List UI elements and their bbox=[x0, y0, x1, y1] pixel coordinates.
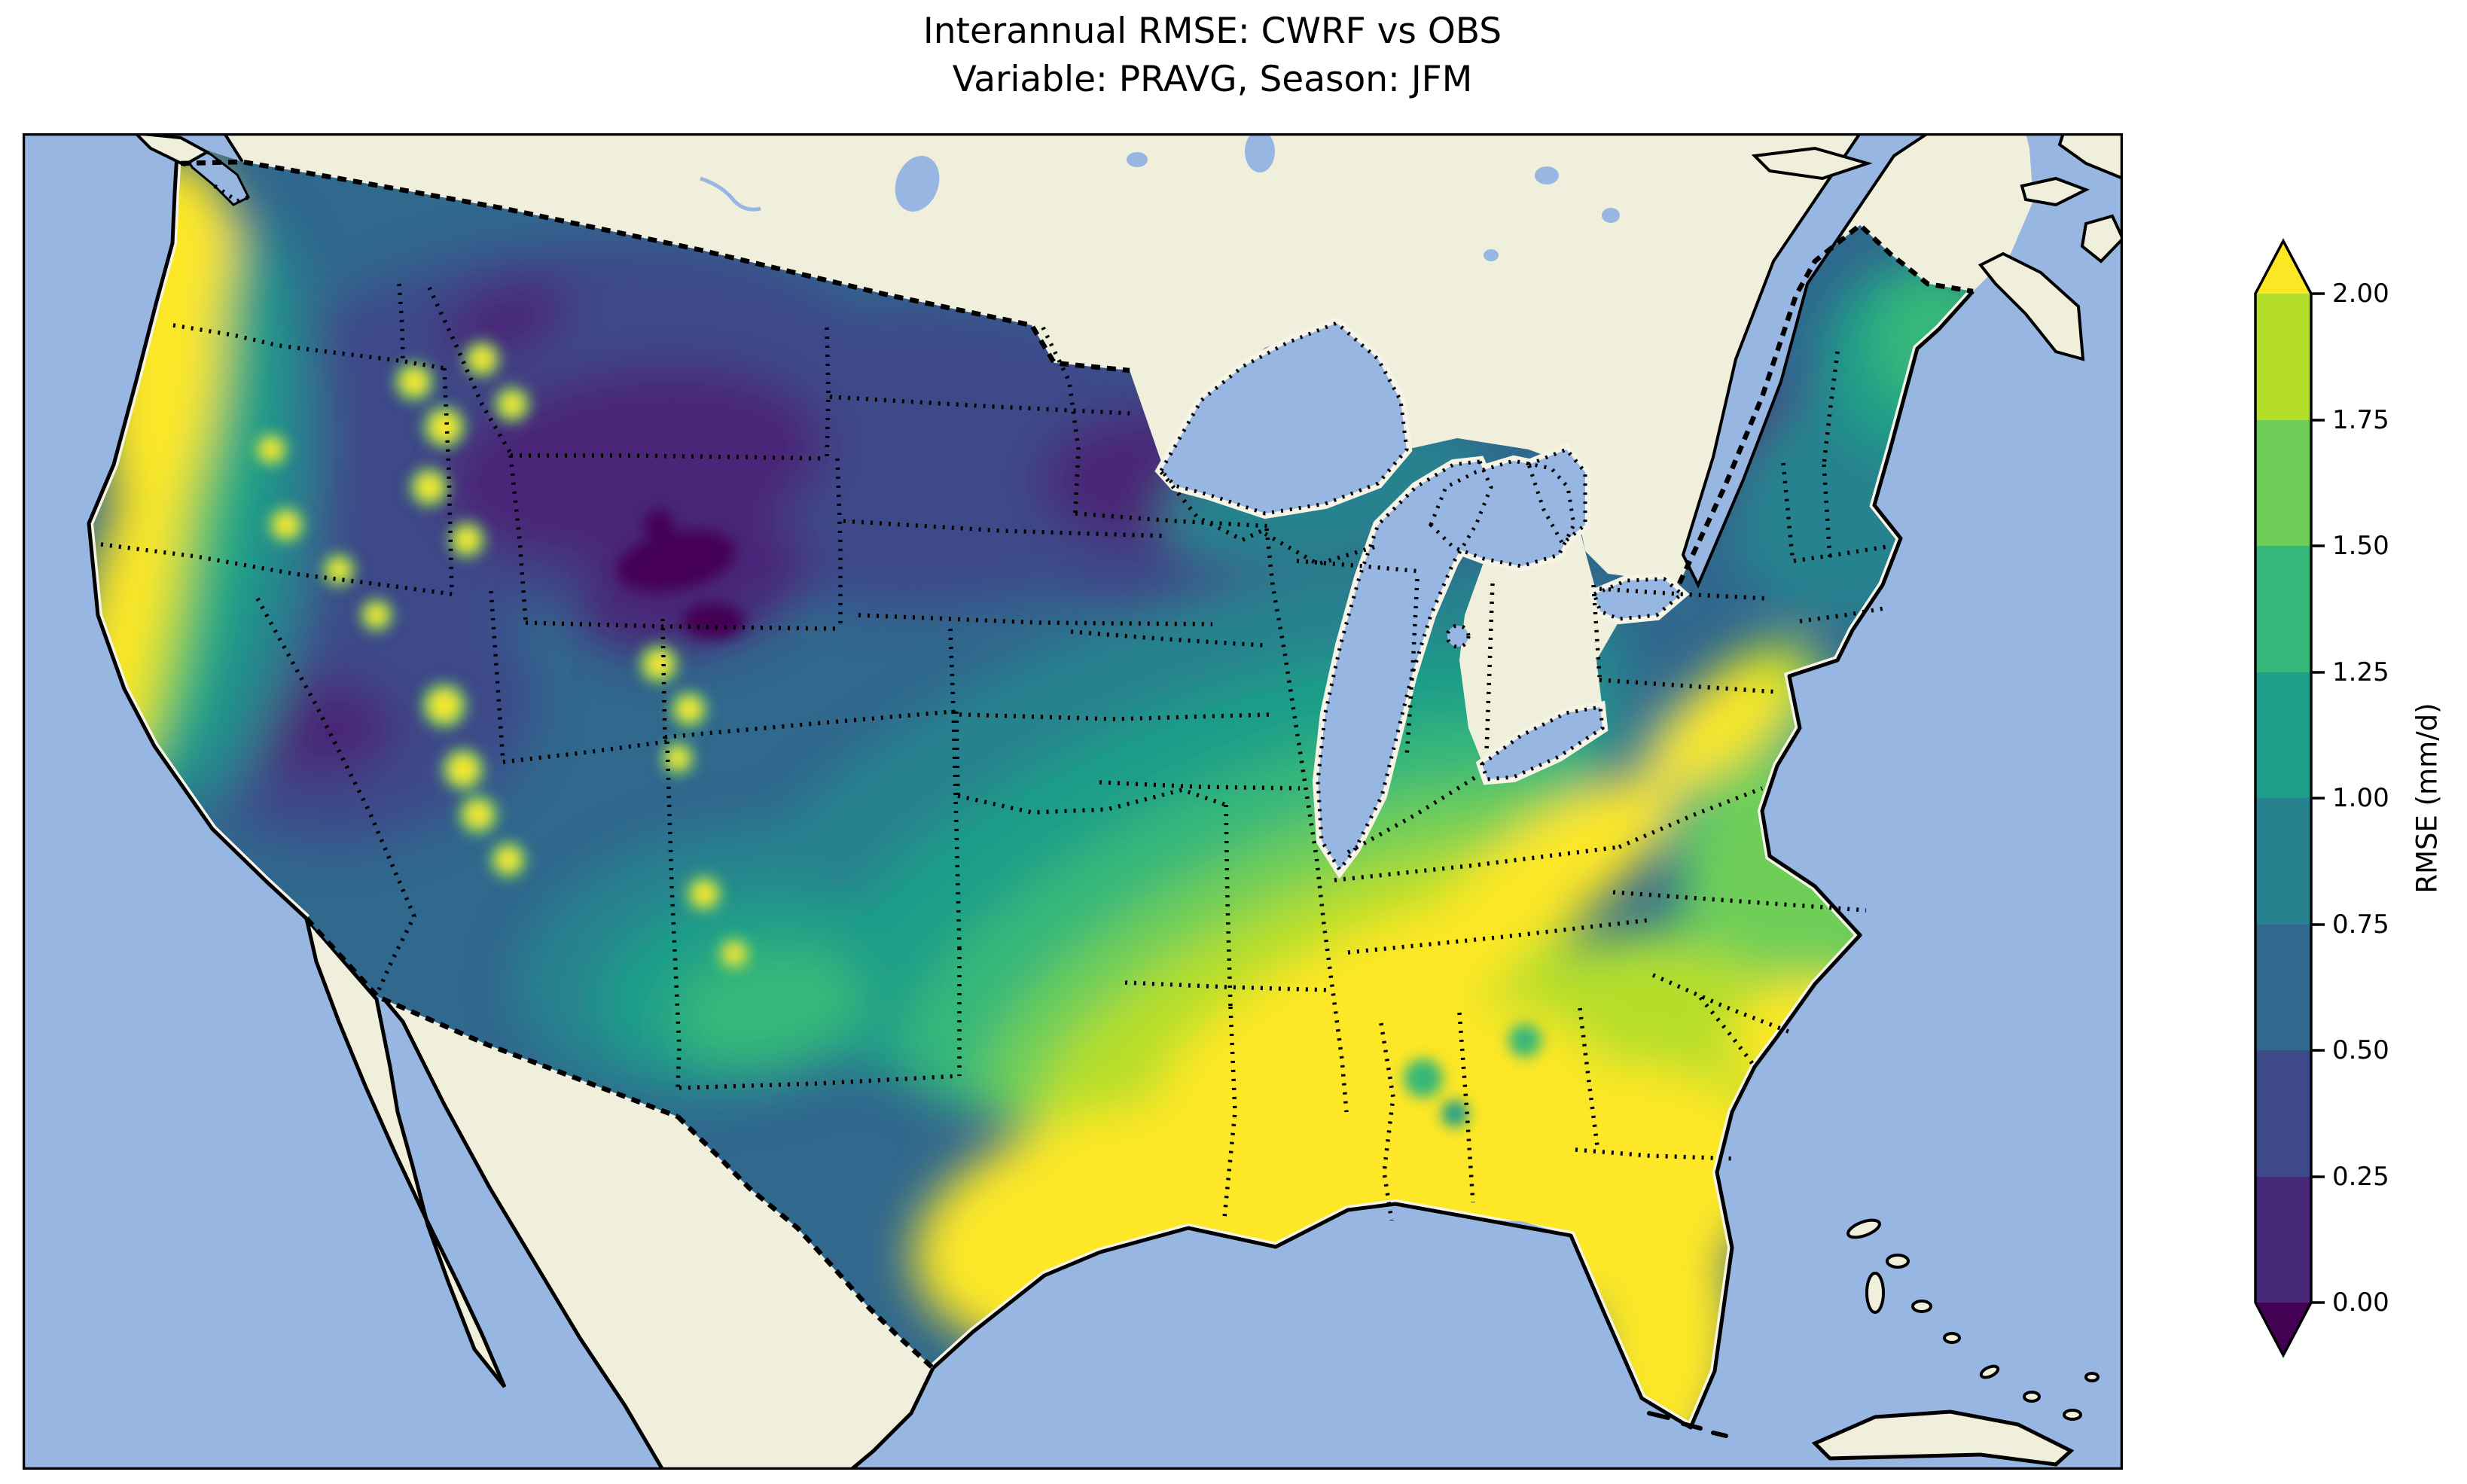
us-west-coastline bbox=[87, 140, 308, 920]
lake-fills bbox=[1161, 323, 1682, 870]
tick-label: 2.00 bbox=[2332, 279, 2389, 309]
southern-ontario-land bbox=[1459, 480, 1619, 766]
georgian-bay bbox=[1529, 449, 1585, 544]
mexico-west-coastline bbox=[383, 998, 665, 1470]
baja-california bbox=[304, 917, 507, 1388]
canadian-lakes bbox=[700, 133, 1620, 261]
canada-maritimes bbox=[1751, 133, 2123, 361]
map-frame bbox=[23, 133, 2123, 1470]
colorbar-extend-over bbox=[2255, 241, 2311, 294]
lake-ontario bbox=[1594, 579, 1682, 619]
tick-label: 1.50 bbox=[2332, 531, 2389, 561]
colorbar-tick-labels: 2.00 1.75 1.50 1.25 1.00 0.75 0.50 0.25 … bbox=[2332, 279, 2389, 1318]
colorbar-ticks bbox=[2311, 292, 2325, 1304]
cuba bbox=[1811, 1409, 2075, 1467]
colorbar-band bbox=[2255, 546, 2311, 672]
figure-title: Interannual RMSE: CWRF vs OBS Variable: … bbox=[685, 8, 1740, 104]
state-borders bbox=[100, 184, 1892, 1221]
tick-label: 0.75 bbox=[2332, 910, 2389, 940]
nova-scotia bbox=[1978, 251, 2085, 361]
international-borders bbox=[180, 159, 1974, 1370]
lake-st-clair bbox=[1447, 626, 1468, 647]
colorbar-band bbox=[2255, 798, 2311, 925]
mountain-speckles bbox=[255, 341, 1541, 1127]
st-lawrence-river bbox=[1681, 133, 1931, 589]
tick-label: 0.00 bbox=[2332, 1287, 2389, 1318]
bahamas bbox=[1846, 1218, 2100, 1421]
mexico-land bbox=[306, 919, 933, 1470]
colorbar-band bbox=[2255, 925, 2311, 1050]
vancouver-island bbox=[133, 133, 211, 167]
colorbar-band bbox=[2255, 672, 2311, 798]
newfoundland-corner bbox=[2057, 133, 2123, 181]
colorbar-extend-under bbox=[2255, 1303, 2311, 1355]
lake-michigan bbox=[1318, 462, 1491, 870]
colorbar-band bbox=[2255, 294, 2311, 420]
great-lakes bbox=[1154, 316, 1690, 879]
us-gulf-east-coastline bbox=[932, 290, 1975, 1430]
anticosti-island bbox=[1751, 146, 1873, 181]
bc-coastline bbox=[223, 133, 244, 163]
us-rmse-map bbox=[23, 133, 2123, 1470]
rmse-contour-field bbox=[89, 141, 1973, 1428]
cape-breton bbox=[2080, 214, 2123, 264]
lake-superior bbox=[1161, 323, 1407, 513]
prince-edward-island bbox=[2020, 176, 2090, 207]
mexico-gulf-coastline bbox=[849, 1367, 935, 1470]
lake-erie bbox=[1482, 707, 1602, 779]
tick-label: 1.00 bbox=[2332, 783, 2389, 813]
tick-label: 0.25 bbox=[2332, 1162, 2389, 1192]
colorbar-band bbox=[2255, 1177, 2311, 1303]
tick-label: 0.50 bbox=[2332, 1035, 2389, 1065]
tick-label: 1.75 bbox=[2332, 405, 2389, 435]
colorbar-band bbox=[2255, 1050, 2311, 1177]
colorbar-axis-label: RMSE (mm/d) bbox=[2411, 702, 2444, 893]
colorbar-band bbox=[2255, 420, 2311, 546]
colorbar: 2.00 1.75 1.50 1.25 1.00 0.75 0.50 0.25 … bbox=[2254, 238, 2444, 1358]
tick-label: 1.25 bbox=[2332, 657, 2389, 687]
title-line-2: Variable: PRAVG, Season: JFM bbox=[952, 59, 1473, 100]
title-line-1: Interannual RMSE: CWRF vs OBS bbox=[922, 11, 1502, 52]
florida-keys bbox=[1647, 1411, 1728, 1438]
